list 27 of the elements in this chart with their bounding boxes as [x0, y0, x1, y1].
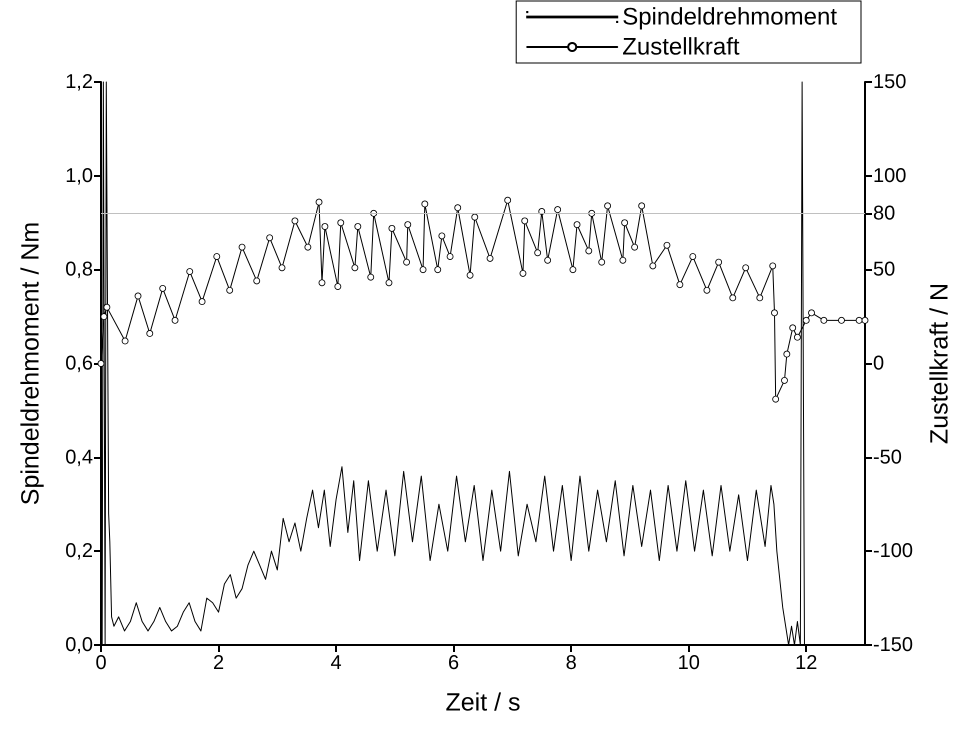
- y-tick-label: 0,0: [65, 634, 93, 656]
- y2-axis-title: Zustellkraft / N: [926, 282, 954, 444]
- x-tick-label: 4: [330, 652, 342, 674]
- y-axis-title: Spindeldrehmoment / Nm: [16, 222, 44, 506]
- x-tick-label: 0: [95, 652, 107, 674]
- x-tick-label: 12: [795, 652, 818, 674]
- x-tick-label: 6: [448, 652, 460, 674]
- y2-tick-label: -150: [873, 634, 914, 656]
- y2-tick-label: 100: [873, 164, 906, 187]
- y-tick-label: 0,4: [65, 446, 93, 468]
- y2-tick-label: 50: [873, 258, 896, 281]
- y2-tick-label: 150: [873, 71, 906, 93]
- y2-tick-label: 80: [873, 202, 896, 224]
- y2-tick-label: 0: [873, 352, 884, 374]
- y-tick-label: 0,2: [65, 540, 93, 562]
- legend-label: Zustellkraft: [622, 34, 740, 60]
- x-tick-label: 2: [212, 652, 224, 674]
- y2-tick-label: -50: [873, 446, 902, 468]
- y-tick-label: 1,0: [65, 164, 93, 187]
- x-tick-label: 10: [678, 652, 700, 674]
- y-tick-label: 1,2: [65, 71, 93, 93]
- x-tick-label: 8: [566, 652, 577, 674]
- legend-label: Spindeldrehmoment: [622, 4, 838, 30]
- y-tick-label: 0,6: [65, 352, 93, 374]
- y-tick-label: 0,8: [65, 258, 93, 281]
- x-axis-title: Zeit / s: [445, 688, 521, 716]
- y2-tick-label: -100: [873, 540, 914, 562]
